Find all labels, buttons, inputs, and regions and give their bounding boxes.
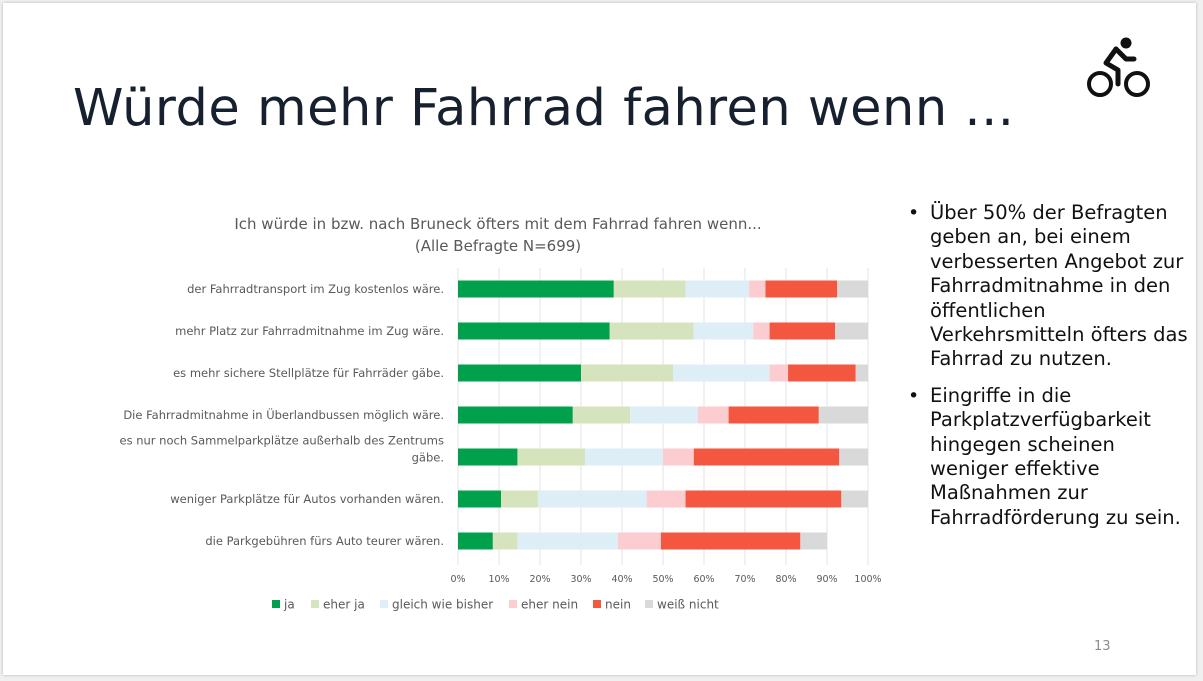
bullet-list: Über 50% der Befragten geben an, bei ein… xyxy=(908,201,1188,542)
x-tick-label: 60% xyxy=(693,574,714,585)
bar-segment xyxy=(609,322,694,340)
bar-segment xyxy=(458,490,502,508)
bar-segment xyxy=(581,364,674,382)
bar-segment xyxy=(537,490,647,508)
bar-segment xyxy=(492,532,518,550)
bar-segment xyxy=(458,448,518,466)
bar-segment xyxy=(458,532,493,550)
bar-segment xyxy=(673,364,770,382)
bar-segment xyxy=(572,406,631,424)
bar-segment xyxy=(458,280,614,298)
legend-label: weiß nicht xyxy=(657,598,719,612)
bar-segment xyxy=(630,406,698,424)
chart-title: Ich würde in bzw. nach Bruneck öfters mi… xyxy=(203,213,793,257)
bullet-item: Eingriffe in die Parkplatzverfügbarkeit … xyxy=(908,384,1188,530)
bar-segment xyxy=(818,406,868,424)
bar-segment xyxy=(835,322,868,340)
bar-segment xyxy=(841,490,868,508)
category-label: mehr Platz zur Fahrradmitnahme im Zug wä… xyxy=(175,324,444,338)
legend-label: eher nein xyxy=(521,598,578,612)
bar-segment xyxy=(458,364,581,382)
bar-segment xyxy=(788,364,856,382)
bar-segment xyxy=(517,448,586,466)
bar-segment xyxy=(749,280,766,298)
legend-swatch xyxy=(593,600,601,608)
bar-segment xyxy=(517,532,618,550)
x-tick-label: 70% xyxy=(734,574,755,585)
bar-segment xyxy=(769,322,836,340)
bar-segment xyxy=(837,280,868,298)
category-label: der Fahrradtransport im Zug kostenlos wä… xyxy=(187,282,444,296)
x-tick-label: 40% xyxy=(611,574,632,585)
bar-segment xyxy=(685,280,750,298)
bar-segment xyxy=(697,406,729,424)
slide: Würde mehr Fahrrad fahren wenn ... Ich w… xyxy=(3,3,1196,675)
bar-segment xyxy=(585,448,663,466)
bar-segment xyxy=(685,490,842,508)
legend-label: eher ja xyxy=(323,598,365,612)
category-label: es mehr sichere Stellplätze für Fahrräde… xyxy=(173,366,444,380)
bicycle-icon xyxy=(1087,37,1150,97)
bar-segment xyxy=(839,448,868,466)
bar-segment xyxy=(660,532,801,550)
chart-title-main: Ich würde in bzw. nach Bruneck öfters mi… xyxy=(234,215,762,233)
bar-segment xyxy=(458,406,573,424)
category-label: es nur noch Sammelparkplätze außerhalb d… xyxy=(120,434,445,448)
legend-swatch xyxy=(645,600,653,608)
x-tick-label: 50% xyxy=(652,574,673,585)
x-tick-label: 10% xyxy=(488,574,509,585)
chart-subtitle: (Alle Befragte N=699) xyxy=(414,237,582,255)
category-label: Die Fahrradmitnahme in Überlandbussen mö… xyxy=(123,406,444,422)
legend-label: ja xyxy=(283,598,295,612)
bar-segment xyxy=(753,322,770,340)
bar-segment xyxy=(855,364,868,382)
bullet-item: Über 50% der Befragten geben an, bei ein… xyxy=(908,201,1188,372)
x-tick-label: 90% xyxy=(816,574,837,585)
x-tick-label: 20% xyxy=(529,574,550,585)
legend-swatch xyxy=(509,600,517,608)
bar-segment xyxy=(501,490,538,508)
bar-segment xyxy=(693,322,754,340)
bar-segment xyxy=(769,364,789,382)
bar-segment xyxy=(458,322,610,340)
bar-segment xyxy=(765,280,838,298)
bar-segment xyxy=(646,490,686,508)
legend-swatch xyxy=(311,600,319,608)
x-tick-label: 100% xyxy=(854,574,881,585)
category-label: gäbe. xyxy=(412,451,444,465)
bar-segment xyxy=(693,448,840,466)
bar-segment xyxy=(728,406,819,424)
slide-title: Würde mehr Fahrrad fahren wenn ... xyxy=(73,79,1015,138)
x-tick-label: 0% xyxy=(450,574,465,585)
bar-segment xyxy=(617,532,661,550)
legend-swatch xyxy=(380,600,388,608)
legend-label: nein xyxy=(605,598,631,612)
x-tick-label: 80% xyxy=(775,574,796,585)
bar-segment xyxy=(613,280,686,298)
category-label: die Parkgebühren fürs Auto teurer wären. xyxy=(205,534,444,548)
legend-label: gleich wie bisher xyxy=(392,598,493,612)
x-tick-label: 30% xyxy=(570,574,591,585)
bar-segment xyxy=(663,448,694,466)
category-label: weniger Parkplätze für Autos vorhanden w… xyxy=(170,492,444,506)
bar-segment xyxy=(800,532,827,550)
legend-swatch xyxy=(272,600,280,608)
page-number: 13 xyxy=(1094,639,1111,654)
